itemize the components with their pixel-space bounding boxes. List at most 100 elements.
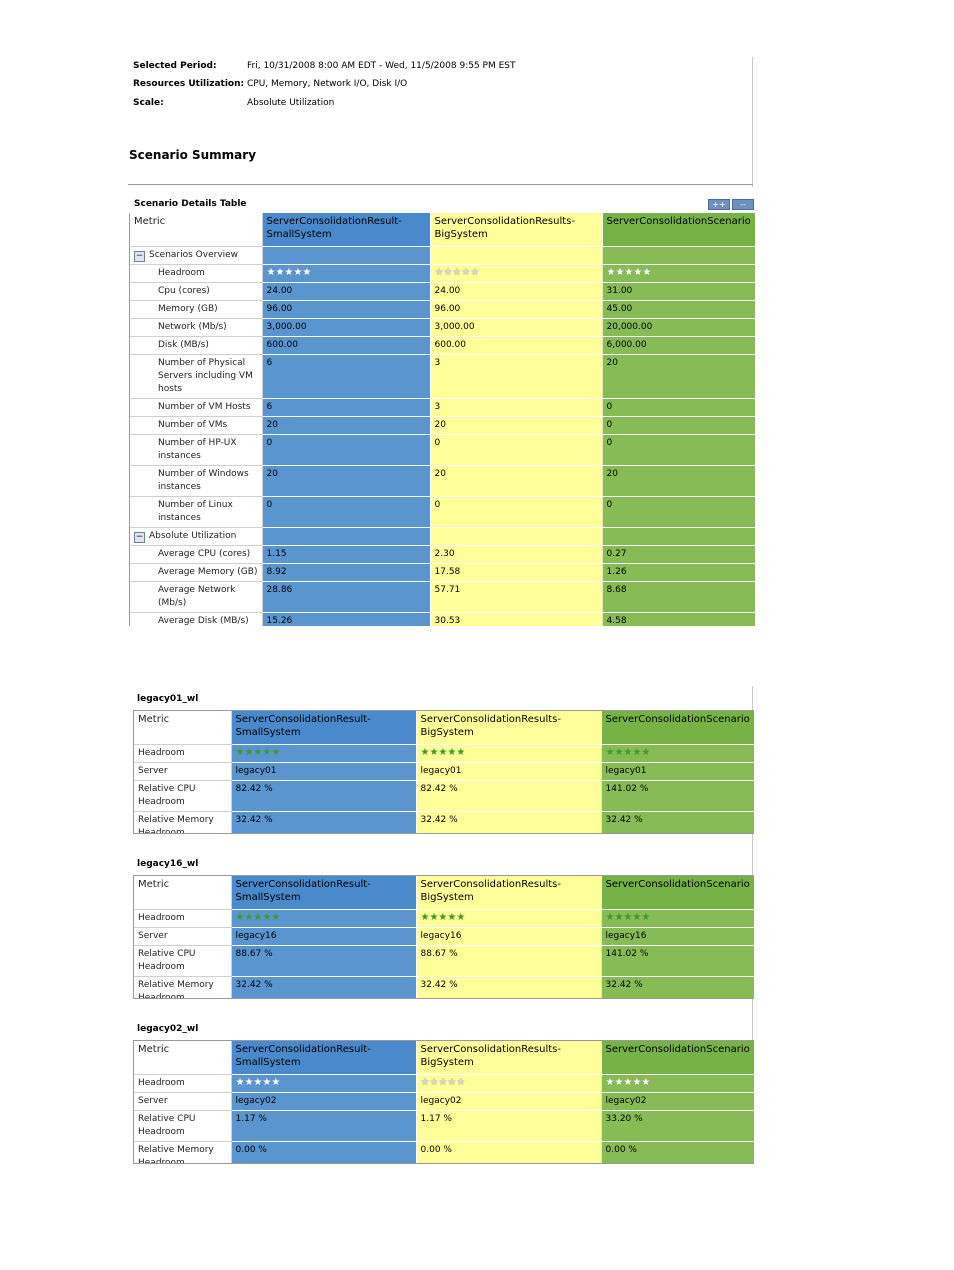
cell-value: legacy02 [601, 1092, 754, 1111]
row-label: Network (Mb/s) [130, 318, 263, 337]
cell-value: 32.42 % [231, 976, 417, 998]
collapse-all-button[interactable]: -- [732, 199, 754, 210]
star-rating-icon: ★★★★★ [235, 912, 281, 923]
column-header-scenario[interactable]: ServerConsolidationScenario [601, 876, 754, 910]
workload-table-viewport[interactable]: Metric ServerConsolidationResult-SmallSys… [133, 710, 754, 834]
star-rating-icon: ★★★★★ [605, 747, 651, 758]
collapse-icon[interactable]: − [134, 532, 145, 543]
section-cell [430, 246, 603, 265]
column-header-big[interactable]: ServerConsolidationResults-BigSystem [430, 213, 603, 247]
cell-value: 24.00 [262, 282, 431, 301]
row-label: Relative CPU Headroom [134, 945, 232, 977]
table-row: Relative CPU Headroom 82.42 % 82.42 % 141.0… [134, 780, 754, 812]
cell-value: 1.26 [602, 563, 755, 582]
headroom-stars: ★★★★★ [601, 1074, 754, 1093]
table-row: Number of HP-UX instances 0 0 0 [130, 434, 755, 466]
row-label: Relative Memory Headroom [134, 811, 232, 833]
column-header-scenario[interactable]: ServerConsolidationScenario [601, 1041, 754, 1075]
cell-value: 8.92 [262, 563, 431, 582]
column-header-big[interactable]: ServerConsolidationResults-BigSystem [416, 711, 602, 745]
cell-value: 0 [602, 434, 755, 466]
cell-value: 20 [262, 416, 431, 435]
column-header-small[interactable]: ServerConsolidationResult-SmallSystem [231, 711, 417, 745]
scale-value: Absolute Utilization [247, 98, 335, 108]
cell-value: 20 [602, 354, 755, 399]
star-rating-icon: ★★★★★ [420, 912, 466, 923]
section-cell [262, 527, 431, 546]
cell-value: 8.68 [602, 581, 755, 613]
workload-table: Metric ServerConsolidationResult-SmallSys… [134, 876, 754, 998]
section-absolute-utilization[interactable]: − Absolute Utilization [130, 527, 263, 546]
cell-value: 32.42 % [416, 976, 602, 998]
row-label: Number of Windows instances [130, 465, 263, 497]
table-row: Server legacy02 legacy02 legacy02 [134, 1092, 754, 1111]
cell-value: 0.00 % [601, 1141, 754, 1163]
column-header-scenario[interactable]: ServerConsolidationScenario [602, 213, 755, 247]
expand-all-button[interactable]: ++ [708, 199, 730, 210]
column-header-big[interactable]: ServerConsolidationResults-BigSystem [416, 1041, 602, 1075]
cell-value: legacy01 [231, 762, 417, 781]
section-cell [602, 246, 755, 265]
section-cell [602, 527, 755, 546]
column-header-scenario[interactable]: ServerConsolidationScenario [601, 711, 754, 745]
star-rating-icon: ★★★★★ [434, 267, 480, 278]
cell-value: 6 [262, 354, 431, 399]
table-row: Number of Windows instances 20 20 20 [130, 465, 755, 497]
row-label: Headroom [134, 909, 232, 928]
table-row: Relative CPU Headroom 1.17 % 1.17 % 33.20 % [134, 1110, 754, 1142]
row-label: Server [134, 927, 232, 946]
table-row: Network (Mb/s) 3,000.00 3,000.00 20,000.00 [130, 318, 755, 337]
headroom-stars: ★★★★★ [416, 1074, 602, 1093]
cell-value: 6,000.00 [602, 336, 755, 355]
right-divider [752, 57, 753, 187]
table-row: Relative Memory Headroom 0.00 % 0.00 % 0.00… [134, 1141, 754, 1163]
headroom-stars: ★★★★★ [430, 264, 603, 283]
cell-value: 0 [430, 496, 603, 528]
cell-value: 1.15 [262, 545, 431, 564]
row-label: Relative CPU Headroom [134, 780, 232, 812]
cell-value: 0 [262, 434, 431, 466]
column-header-big[interactable]: ServerConsolidationResults-BigSystem [416, 876, 602, 910]
table-row: Headroom ★★★★★ ★★★★★ ★★★★★ [134, 909, 754, 928]
table-row: Server legacy16 legacy16 legacy16 [134, 927, 754, 946]
row-label: Average CPU (cores) [130, 545, 263, 564]
cell-value: 1.17 % [231, 1110, 417, 1142]
cell-value: 6 [262, 398, 431, 417]
row-label: Average Memory (GB) [130, 563, 263, 582]
cell-value: 600.00 [430, 336, 603, 355]
cell-value: 20 [602, 465, 755, 497]
headroom-stars: ★★★★★ [231, 909, 417, 928]
column-header-small[interactable]: ServerConsolidationResult-SmallSystem [231, 1041, 417, 1075]
column-header-small[interactable]: ServerConsolidationResult-SmallSystem [231, 876, 417, 910]
headroom-stars: ★★★★★ [262, 264, 431, 283]
section-scenarios-overview[interactable]: − Scenarios Overview [130, 246, 263, 265]
workload-title: legacy16_wl [137, 859, 199, 869]
cell-value: 15.26 [262, 612, 431, 626]
resources-value: CPU, Memory, Network I/O, Disk I/O [247, 79, 408, 89]
column-header-small[interactable]: ServerConsolidationResult-SmallSystem [262, 213, 431, 247]
table-row: Average Disk (MB/s) 15.26 30.53 4.58 [130, 612, 755, 626]
table-row: Relative Memory Headroom 32.42 % 32.42 % 32… [134, 976, 754, 998]
star-rating-icon: ★★★★★ [266, 267, 312, 278]
cell-value: 0 [602, 416, 755, 435]
metric-header: Metric [134, 1041, 232, 1075]
row-label: Memory (GB) [130, 300, 263, 319]
cell-value: 57.71 [430, 581, 603, 613]
table-row: Headroom ★★★★★ ★★★★★ ★★★★★ [134, 1074, 754, 1093]
row-label: Number of Physical Servers including VM … [130, 354, 263, 399]
section-cell [430, 527, 603, 546]
details-table-viewport[interactable]: Metric ServerConsolidationResult-SmallSy… [129, 213, 755, 626]
section-label: Absolute Utilization [149, 531, 237, 541]
table-row: Headroom ★★★★★ ★★★★★ ★★★★★ [130, 264, 755, 283]
workload-table-viewport[interactable]: Metric ServerConsolidationResult-SmallSys… [133, 875, 754, 999]
headroom-stars: ★★★★★ [416, 909, 602, 928]
cell-value: 0 [262, 496, 431, 528]
collapse-icon[interactable]: − [134, 251, 145, 262]
row-label: Number of Linux instances [130, 496, 263, 528]
row-label: Headroom [134, 1074, 232, 1093]
workload-table-viewport[interactable]: Metric ServerConsolidationResult-SmallSys… [133, 1040, 754, 1164]
cell-value: 88.67 % [416, 945, 602, 977]
row-label: Number of VMs [130, 416, 263, 435]
cell-value: legacy01 [601, 762, 754, 781]
header-row: Metric ServerConsolidationResult-SmallSys… [134, 711, 754, 745]
